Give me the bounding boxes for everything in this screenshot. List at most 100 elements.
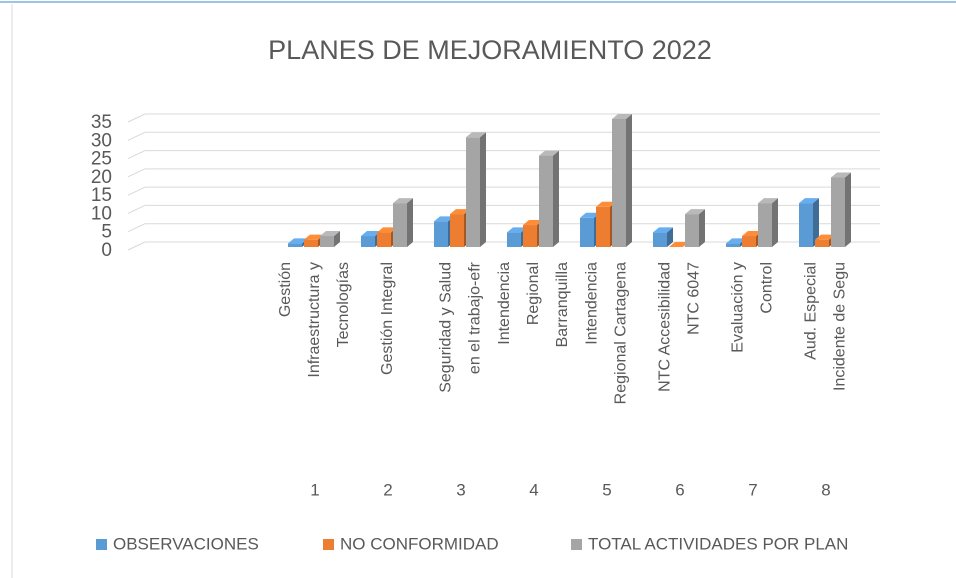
x-tick-label-line: Gestión Integral xyxy=(379,262,396,375)
bar-top xyxy=(653,227,673,233)
x-tick-number: 8 xyxy=(821,480,830,499)
x-tick-label-line: Intendencia xyxy=(584,262,601,345)
bar-top xyxy=(831,172,851,178)
bar-front xyxy=(742,236,756,247)
x-tick-number: 4 xyxy=(529,480,538,499)
bar xyxy=(653,227,673,247)
grid-line-side xyxy=(127,223,146,233)
legend-label: OBSERVACIONES xyxy=(113,534,259,553)
legend-label: TOTAL ACTIVIDADES POR PLAN xyxy=(588,534,848,553)
chart-title: PLANES DE MEJORAMIENTO 2022 xyxy=(268,35,712,65)
x-tick-label-line: Gestión xyxy=(277,262,294,317)
legend-swatch xyxy=(323,539,334,550)
x-tick-label-line: Incidente de Segu xyxy=(832,262,849,391)
legend-label: NO CONFORMIDAD xyxy=(340,534,499,553)
bar xyxy=(539,150,559,247)
x-tick-label-line: Infraestructura y xyxy=(306,262,323,378)
bar-top xyxy=(523,220,543,226)
bar-side xyxy=(407,198,413,247)
bar-front xyxy=(320,236,334,247)
y-tick-label: 35 xyxy=(91,112,112,133)
bar-top xyxy=(612,114,632,119)
x-tick-label-line: Aud. Especial xyxy=(803,262,820,360)
bar-top xyxy=(815,234,835,240)
bar-side xyxy=(334,231,340,247)
bar-front xyxy=(815,239,829,247)
bar-front xyxy=(434,221,448,247)
bar-top xyxy=(434,216,454,222)
legend-swatch xyxy=(96,539,107,550)
bar-front xyxy=(758,203,772,247)
x-tick-label-line: Intendencia xyxy=(496,262,513,345)
bar-front xyxy=(466,137,480,247)
x-tick-label: Seguridad y Salud en el trabajo-efr xyxy=(438,261,484,392)
bar-side xyxy=(772,198,778,247)
y-tick-label: 30 xyxy=(91,130,112,151)
bar-side xyxy=(699,209,705,247)
x-tick-number: 3 xyxy=(456,480,465,499)
x-tick-label-line: NTC 6047 xyxy=(686,262,703,335)
bar-front xyxy=(653,232,667,247)
bar-front xyxy=(685,214,699,247)
x-tick-label: Gestión Infraestructura y Tecnologías xyxy=(277,262,352,378)
x-tick-label: NTC Accesibilidad NTC 6047 xyxy=(657,262,703,392)
x-tick-number: 5 xyxy=(602,480,611,499)
bar-front xyxy=(377,232,391,247)
y-tick-label: 5 xyxy=(101,222,112,243)
bar-front xyxy=(799,203,813,247)
bar xyxy=(685,209,705,247)
x-tick-label-line: Control xyxy=(759,262,776,314)
bar xyxy=(320,231,340,247)
x-tick-label: Intendencia Regional Barranquilla xyxy=(496,262,571,347)
bar xyxy=(612,114,632,247)
bar-front xyxy=(612,119,626,247)
bar xyxy=(466,132,486,247)
bar-top xyxy=(361,231,381,237)
x-tick-label-line: en el trabajo-efr xyxy=(467,261,484,374)
bar xyxy=(758,198,778,247)
bar-top xyxy=(377,227,397,233)
bar-top xyxy=(393,198,413,204)
bar-top xyxy=(685,209,705,215)
x-tick-label: Intendencia Regional Cartagena xyxy=(584,262,630,404)
x-tick-label-line: Regional Cartagena xyxy=(613,262,630,404)
bar-side xyxy=(553,150,559,247)
x-tick-label: Evaluación y Control xyxy=(730,262,776,353)
bar-front xyxy=(361,236,375,247)
x-tick-label-line: Tecnologías xyxy=(335,262,352,347)
y-tick-label: 15 xyxy=(91,185,112,206)
bar-top xyxy=(539,150,559,156)
bar-top xyxy=(580,212,600,218)
bar-side xyxy=(626,114,632,247)
bar-front xyxy=(539,155,553,247)
grid-line-side xyxy=(127,204,146,214)
bar-front xyxy=(523,225,537,247)
bar xyxy=(393,198,413,247)
bar xyxy=(831,172,851,247)
bar-top xyxy=(320,231,340,237)
y-tick-label: 25 xyxy=(91,149,112,170)
bar xyxy=(799,198,819,247)
bar-side xyxy=(845,172,851,247)
bar-front xyxy=(507,232,521,247)
grid-line-side xyxy=(127,131,146,141)
bar-front xyxy=(288,243,302,247)
bar-top xyxy=(288,238,308,244)
bar-front xyxy=(726,243,740,247)
bar-top xyxy=(742,231,762,237)
x-tick-label-line: Barranquilla xyxy=(554,262,571,347)
bar-top xyxy=(726,238,746,244)
y-tick-label: 0 xyxy=(101,240,112,261)
x-tick-label-line: Evaluación y xyxy=(730,262,747,353)
bar-front xyxy=(393,203,407,247)
legend-swatch xyxy=(571,539,582,550)
x-tick-label: Gestión Integral xyxy=(379,262,396,375)
x-tick-number: 7 xyxy=(748,480,757,499)
bar-top xyxy=(758,198,778,204)
grid-line-side xyxy=(127,113,146,123)
bar-top xyxy=(466,132,486,138)
bar-side xyxy=(667,227,673,247)
x-tick-label: Aud. Especial Incidente de Segu xyxy=(803,262,849,391)
bar-front xyxy=(304,239,318,247)
